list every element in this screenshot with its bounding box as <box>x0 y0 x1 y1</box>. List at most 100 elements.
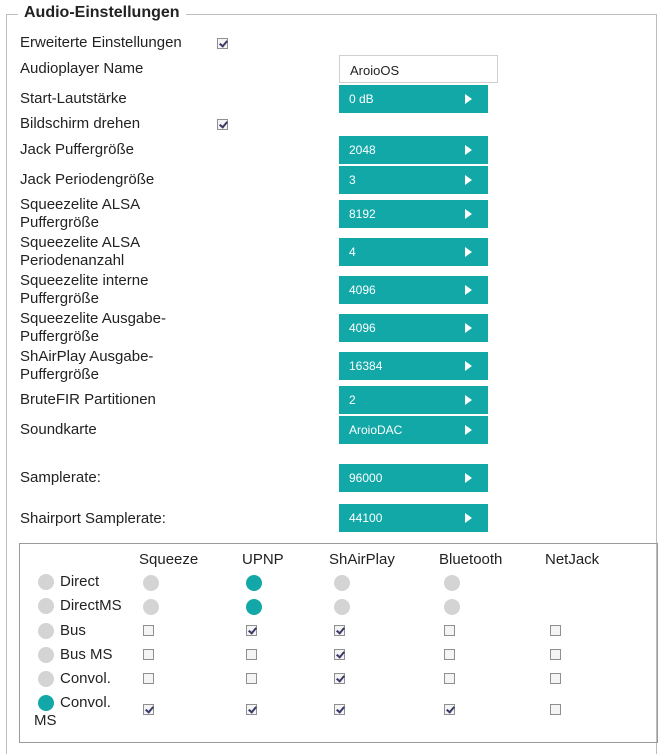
directms-bluetooth-radio[interactable] <box>444 599 460 615</box>
shairport-samplerate-value: 44100 <box>349 511 383 525</box>
shairplay-output-value: 16384 <box>349 359 383 373</box>
samplerate-label: Samplerate: <box>20 469 101 486</box>
row-label-convol: Convol. <box>60 670 111 687</box>
start-volume-select[interactable]: 0 dB <box>339 85 488 113</box>
convol-squeeze-checkbox[interactable] <box>143 673 154 684</box>
sq-alsa-buffer-select[interactable]: 8192 <box>339 200 488 228</box>
brutefir-select[interactable]: 2 <box>339 386 488 414</box>
advanced-settings-checkbox[interactable] <box>217 38 228 49</box>
row-label-busms: Bus MS <box>60 646 113 663</box>
sq-alsa-buffer-value: 8192 <box>349 207 376 221</box>
play-arrow-icon <box>465 395 472 405</box>
sq-alsa-period-select[interactable]: 4 <box>339 238 488 266</box>
row-label-convolms-line2: MS <box>34 712 57 729</box>
jack-buffer-label: Jack Puffergröße <box>20 141 134 158</box>
player-name-input[interactable]: AroioOS <box>339 55 498 83</box>
sq-alsa-buffer-label: Squeezelite ALSA Puffergröße <box>20 196 140 231</box>
advanced-settings-label: Erweiterte Einstellungen <box>20 34 182 51</box>
sq-output-value: 4096 <box>349 321 376 335</box>
convolms-squeeze-checkbox[interactable] <box>143 704 154 715</box>
section-title: Audio-Einstellungen <box>18 4 186 22</box>
rotate-screen-label: Bildschirm drehen <box>20 115 141 132</box>
play-arrow-icon <box>465 145 472 155</box>
row-radio-direct[interactable] <box>38 574 54 590</box>
convol-upnp-checkbox[interactable] <box>246 673 257 684</box>
play-arrow-icon <box>465 513 472 523</box>
convol-shairplay-checkbox[interactable] <box>334 673 345 684</box>
convolms-shairplay-checkbox[interactable] <box>334 704 345 715</box>
shairplay-output-label: ShAirPlay Ausgabe-Puffergröße <box>20 348 154 383</box>
convolms-upnp-checkbox[interactable] <box>246 704 257 715</box>
directms-squeeze-radio[interactable] <box>143 599 159 615</box>
play-arrow-icon <box>465 425 472 435</box>
soundcard-select[interactable]: AroioDAC <box>339 416 488 444</box>
play-arrow-icon <box>465 473 472 483</box>
audio-settings-fieldset <box>6 14 657 754</box>
samplerate-select[interactable]: 96000 <box>339 464 488 492</box>
row-label-convolms-line1: Convol. <box>60 694 111 711</box>
busms-squeeze-checkbox[interactable] <box>143 649 154 660</box>
play-arrow-icon <box>465 209 472 219</box>
bus-upnp-checkbox[interactable] <box>246 625 257 636</box>
shairport-samplerate-select[interactable]: 44100 <box>339 504 488 532</box>
sq-internal-label: Squeezelite interne Puffergröße <box>20 272 149 307</box>
column-header-upnp: UPNP <box>242 551 284 568</box>
jack-period-value: 3 <box>349 173 356 187</box>
sq-internal-select[interactable]: 4096 <box>339 276 488 304</box>
jack-period-label: Jack Periodengröße <box>20 171 155 188</box>
convol-bluetooth-checkbox[interactable] <box>444 673 455 684</box>
jack-buffer-value: 2048 <box>349 143 376 157</box>
shairplay-output-select[interactable]: 16384 <box>339 352 488 380</box>
row-radio-convol[interactable] <box>38 671 54 687</box>
bus-netjack-checkbox[interactable] <box>550 625 561 636</box>
convol-netjack-checkbox[interactable] <box>550 673 561 684</box>
soundcard-label: Soundkarte <box>20 421 97 438</box>
bus-bluetooth-checkbox[interactable] <box>444 625 455 636</box>
play-arrow-icon <box>465 94 472 104</box>
row-label-directms: DirectMS <box>60 597 122 614</box>
row-radio-busms[interactable] <box>38 647 54 663</box>
busms-shairplay-checkbox[interactable] <box>334 649 345 660</box>
rotate-screen-checkbox[interactable] <box>217 119 228 130</box>
row-label-bus: Bus <box>60 622 86 639</box>
start-volume-value: 0 dB <box>349 92 374 106</box>
play-arrow-icon <box>465 361 472 371</box>
sq-alsa-period-label: Squeezelite ALSA Periodenanzahl <box>20 234 140 269</box>
column-header-bluetooth: Bluetooth <box>439 551 503 568</box>
play-arrow-icon <box>465 247 472 257</box>
bus-squeeze-checkbox[interactable] <box>143 625 154 636</box>
column-header-netjack: NetJack <box>545 551 600 568</box>
busms-bluetooth-checkbox[interactable] <box>444 649 455 660</box>
samplerate-value: 96000 <box>349 471 383 485</box>
column-header-shairplay: ShAirPlay <box>329 551 395 568</box>
brutefir-label: BruteFIR Partitionen <box>20 391 156 408</box>
directms-shairplay-radio[interactable] <box>334 599 350 615</box>
direct-squeeze-radio[interactable] <box>143 575 159 591</box>
directms-upnp-radio[interactable] <box>246 599 262 615</box>
sq-internal-value: 4096 <box>349 283 376 297</box>
sq-output-label: Squeezelite Ausgabe-Puffergröße <box>20 310 166 345</box>
convolms-netjack-checkbox[interactable] <box>550 704 561 715</box>
direct-bluetooth-radio[interactable] <box>444 575 460 591</box>
sq-output-select[interactable]: 4096 <box>339 314 488 342</box>
jack-period-select[interactable]: 3 <box>339 166 488 194</box>
direct-upnp-radio[interactable] <box>246 575 262 591</box>
row-radio-bus[interactable] <box>38 623 54 639</box>
brutefir-value: 2 <box>349 393 356 407</box>
play-arrow-icon <box>465 323 472 333</box>
soundcard-value: AroioDAC <box>349 423 403 437</box>
jack-buffer-select[interactable]: 2048 <box>339 136 488 164</box>
direct-shairplay-radio[interactable] <box>334 575 350 591</box>
column-header-squeeze: Squeeze <box>139 551 199 568</box>
convolms-bluetooth-checkbox[interactable] <box>444 704 455 715</box>
routing-matrix <box>19 543 658 743</box>
shairport-samplerate-label: Shairport Samplerate: <box>20 510 166 527</box>
busms-upnp-checkbox[interactable] <box>246 649 257 660</box>
start-volume-label: Start-Lautstärke <box>20 90 127 107</box>
row-radio-directms[interactable] <box>38 598 54 614</box>
row-radio-convolms[interactable] <box>38 695 54 711</box>
play-arrow-icon <box>465 175 472 185</box>
bus-shairplay-checkbox[interactable] <box>334 625 345 636</box>
busms-netjack-checkbox[interactable] <box>550 649 561 660</box>
row-label-direct: Direct <box>60 573 100 590</box>
